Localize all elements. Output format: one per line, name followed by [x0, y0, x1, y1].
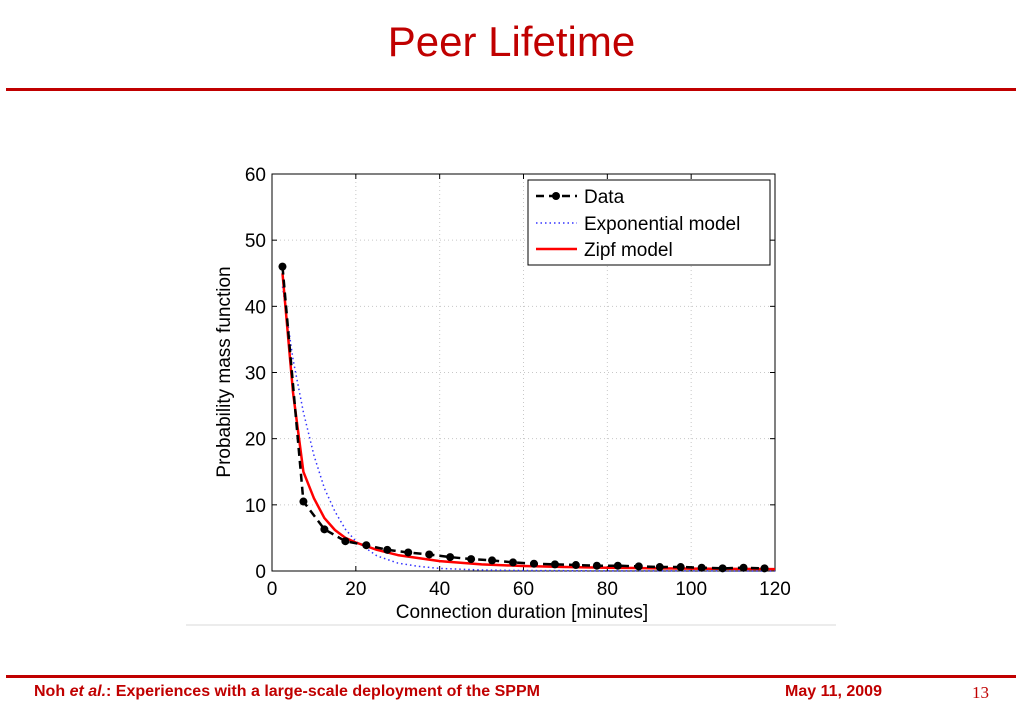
data-point [571, 561, 580, 570]
data-point [446, 553, 455, 562]
data-point [655, 563, 664, 572]
axis-ticks: 0 20 40 60 80 100 120 0 10 20 30 40 50 60 [245, 165, 791, 600]
data-point [550, 560, 559, 569]
data-point [404, 548, 413, 557]
data-point [383, 545, 392, 554]
page-number: 13 [972, 683, 989, 702]
y-tick-label: 50 [245, 231, 266, 252]
series-line-data [281, 266, 765, 570]
data-point [760, 564, 769, 573]
y-axis-label: Probability mass function [214, 266, 235, 477]
x-tick-label: 80 [597, 579, 618, 600]
x-tick-label: 40 [429, 579, 450, 600]
data-point [278, 262, 287, 271]
chart-figure: 0 20 40 60 80 100 120 0 10 20 30 40 50 60 Connection … [186, 160, 836, 626]
data-point [341, 537, 350, 546]
data-point [739, 563, 748, 572]
footer-paper-title: : Experiences with a large-scale deploym… [106, 683, 540, 700]
legend-label-data: Data [584, 187, 625, 208]
footer-divider [6, 675, 1016, 678]
series-line-exponential [281, 286, 776, 572]
x-tick-label: 20 [345, 579, 366, 600]
legend-marker-data [552, 192, 560, 200]
footer-citation: Noh et al.: Experiences with a large-sca… [34, 683, 540, 701]
chart-legend: Data Exponential model Zipf model [527, 179, 771, 266]
x-tick-label: 60 [513, 579, 534, 600]
x-tick-label: 120 [759, 579, 791, 600]
data-point [676, 563, 685, 572]
y-tick-label: 60 [245, 165, 266, 186]
x-tick-label: 0 [267, 579, 278, 600]
data-point [697, 563, 706, 572]
data-point [488, 556, 497, 565]
data-point [613, 561, 622, 570]
y-tick-label: 40 [245, 297, 266, 318]
y-tick-label: 0 [255, 562, 266, 583]
title-divider [6, 88, 1016, 91]
legend-label-zipf: Zipf model [584, 240, 673, 261]
data-point [362, 541, 371, 550]
chart-svg: 0 20 40 60 80 100 120 0 10 20 30 40 50 60 Connection … [186, 165, 836, 626]
data-point [299, 497, 308, 506]
legend-label-exponential: Exponential model [584, 214, 740, 235]
data-point [592, 561, 601, 570]
x-axis-label: Connection duration [minutes] [396, 602, 648, 623]
data-point [529, 559, 538, 568]
data-point [634, 562, 643, 571]
y-tick-label: 10 [245, 496, 266, 517]
footer-author: Noh [34, 683, 66, 700]
data-point [320, 525, 329, 534]
data-point [509, 558, 518, 567]
slide-title: Peer Lifetime [387, 18, 636, 65]
data-point [467, 555, 476, 564]
y-tick-label: 30 [245, 364, 266, 385]
data-point [425, 550, 434, 559]
series-layer [278, 262, 776, 573]
footer-date: May 11, 2009 [785, 683, 882, 700]
footer-etal: et al. [69, 683, 107, 700]
data-point [718, 564, 727, 573]
series-line-zipf [281, 273, 776, 571]
y-tick-label: 20 [245, 430, 266, 451]
x-tick-label: 100 [675, 579, 707, 600]
